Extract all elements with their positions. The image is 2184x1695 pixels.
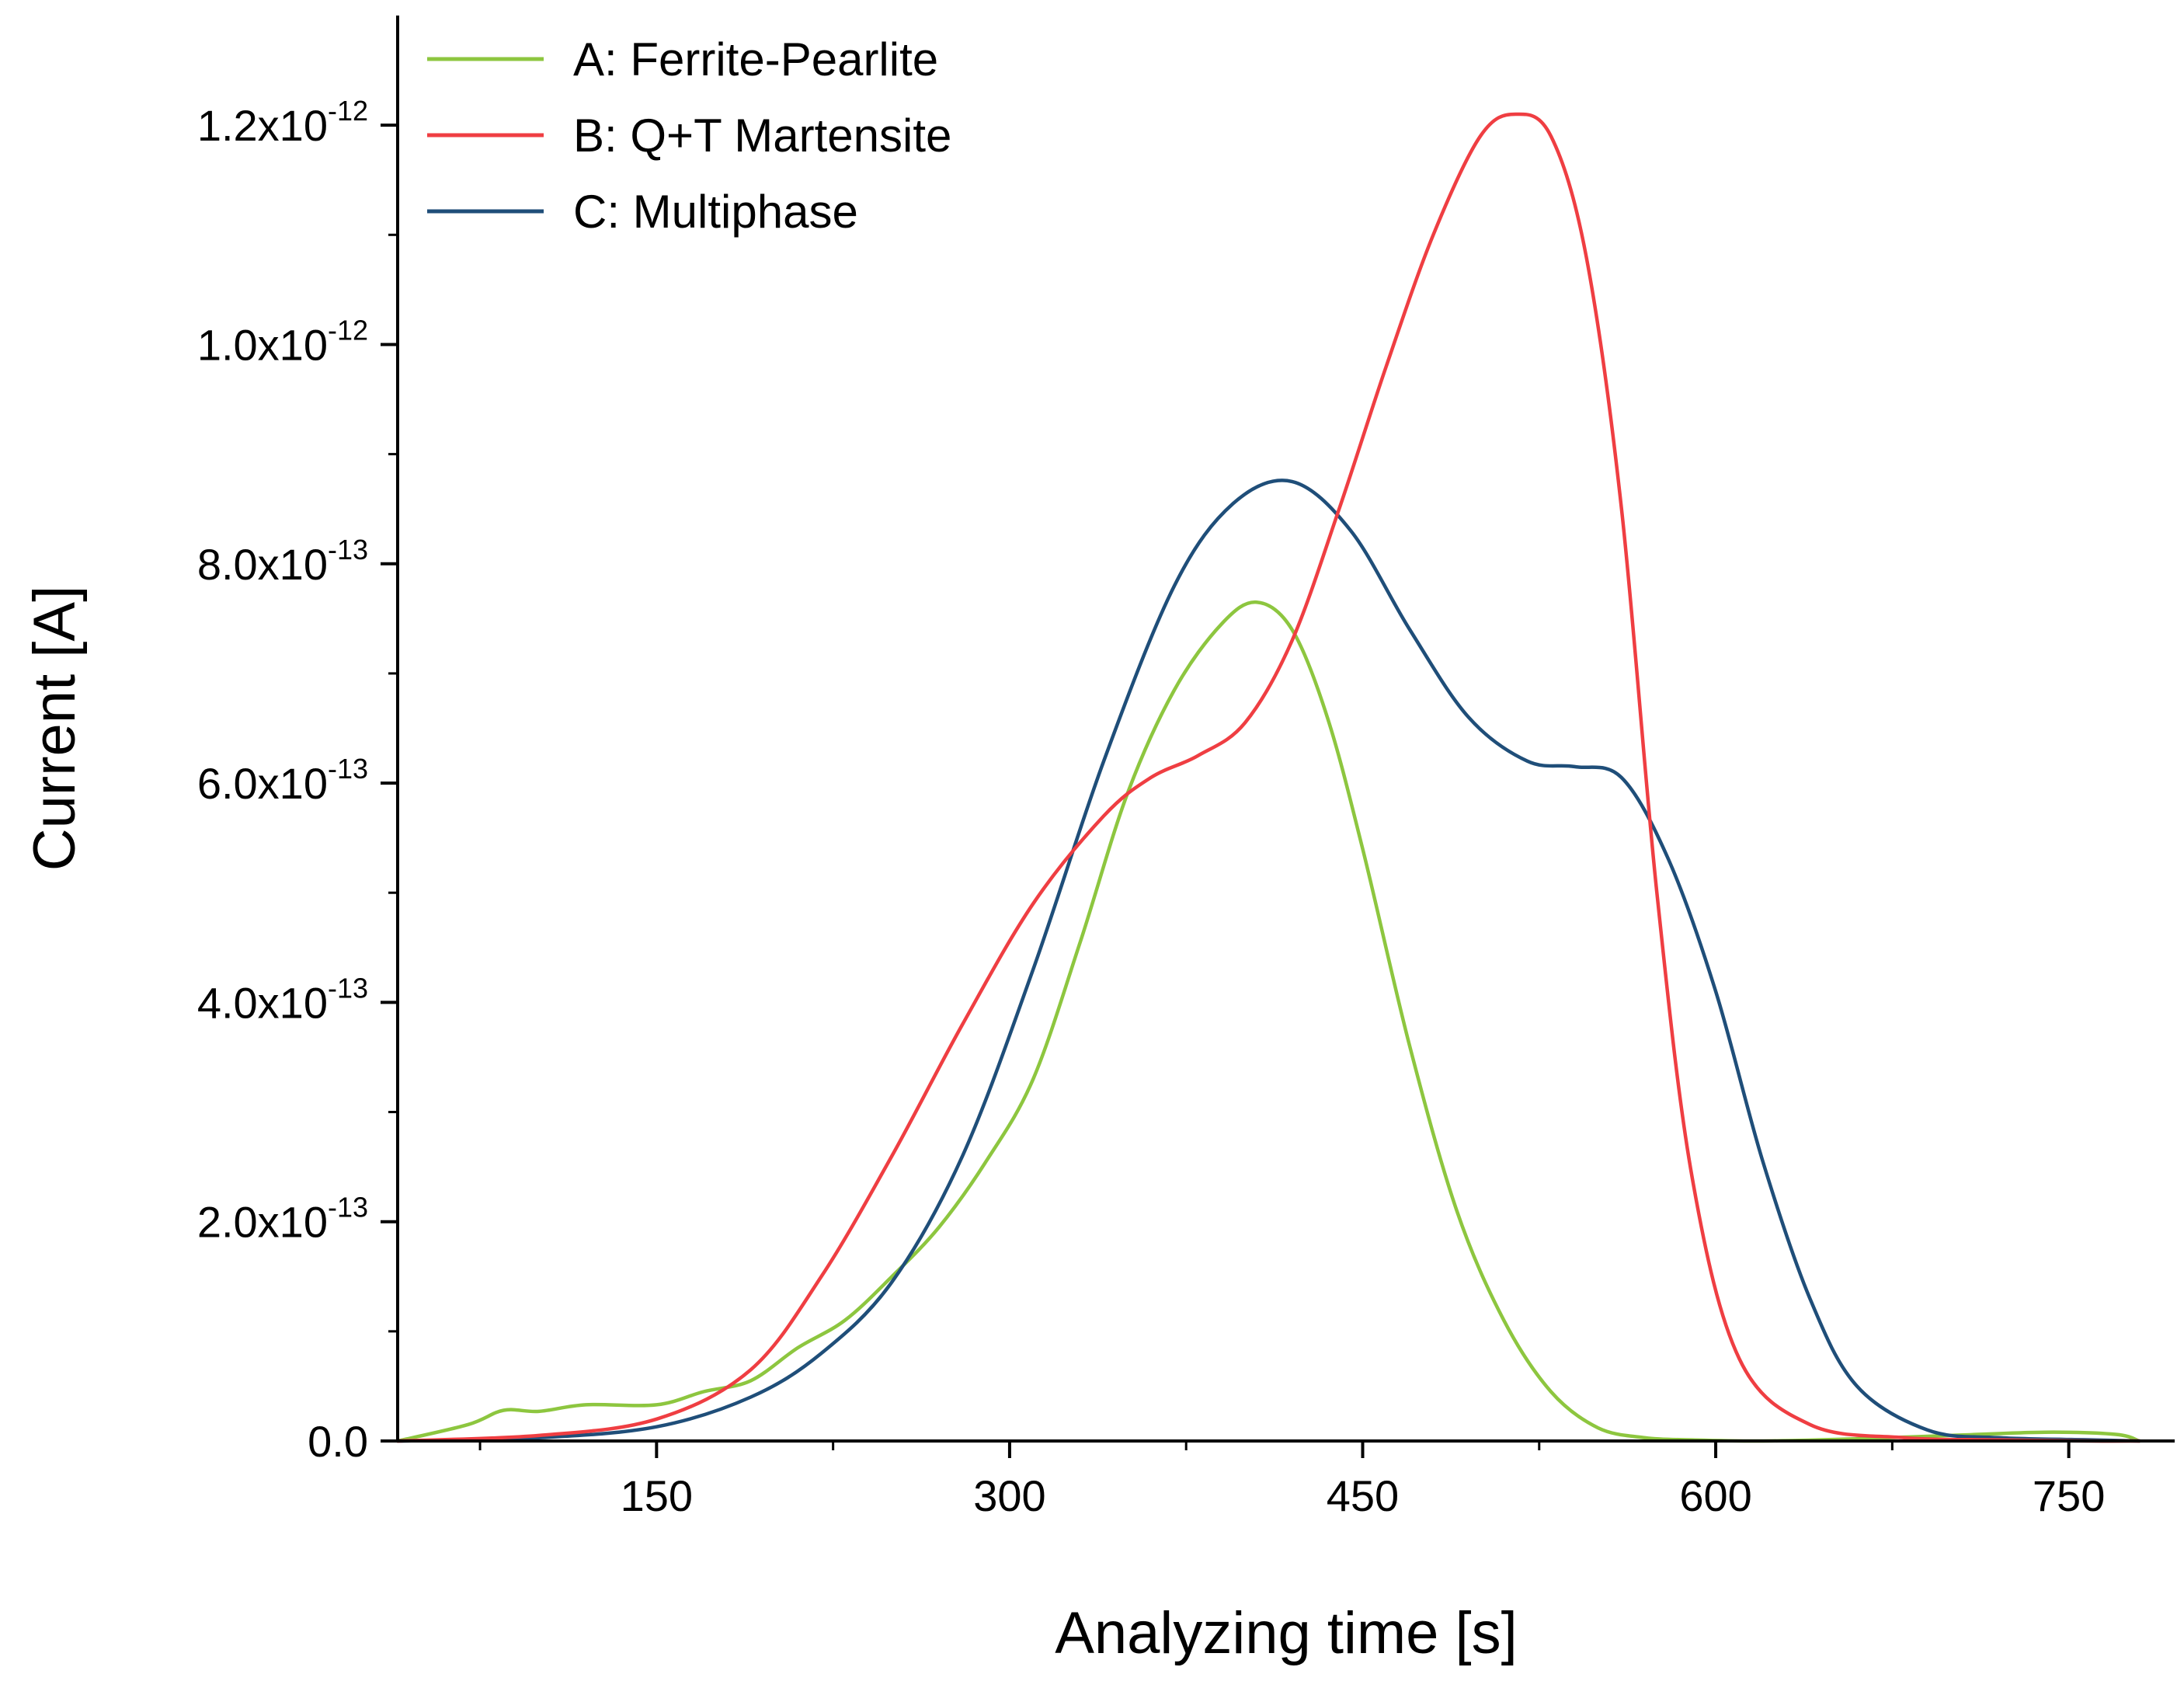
y-tick-label: 0.0 (308, 1417, 368, 1466)
series-line-b (395, 112, 2141, 1443)
y-axis-title: Current [A] (22, 586, 88, 871)
y-tick-label: 1.0x10-12 (197, 314, 368, 369)
series-line-a (395, 600, 2141, 1443)
legend-label: A: Ferrite-Pearlite (573, 33, 938, 85)
x-ticks: 150 300 450 600 750 (478, 1441, 2105, 1520)
y-ticks: 0.0 2.0x10-13 4.0x10-13 6.0x10-13 8.0x10-13 1… (197, 95, 398, 1466)
axes (396, 16, 2175, 1443)
y-tick-label: 1.2x10-12 (197, 95, 368, 150)
legend: A: Ferrite-Pearlite B: Q+T Martensite C: M… (427, 33, 951, 238)
x-tick-label: 750 (2033, 1471, 2105, 1520)
y-tick-label: 4.0x10-13 (197, 972, 368, 1027)
legend-label: C: Multiphase (573, 186, 858, 238)
series-line-c (395, 479, 2141, 1443)
plot-lines (395, 112, 2141, 1443)
legend-label: B: Q+T Martensite (573, 110, 951, 162)
x-tick-label: 450 (1327, 1471, 1399, 1520)
y-tick-label: 8.0x10-13 (197, 534, 368, 589)
y-tick-label: 2.0x10-13 (197, 1192, 368, 1247)
x-tick-label: 300 (973, 1471, 1045, 1520)
y-tick-label: 6.0x10-13 (197, 753, 368, 808)
x-tick-label: 600 (1679, 1471, 1751, 1520)
x-tick-label: 150 (621, 1471, 693, 1520)
x-axis-title: Analyzing time [s] (1055, 1600, 1518, 1666)
